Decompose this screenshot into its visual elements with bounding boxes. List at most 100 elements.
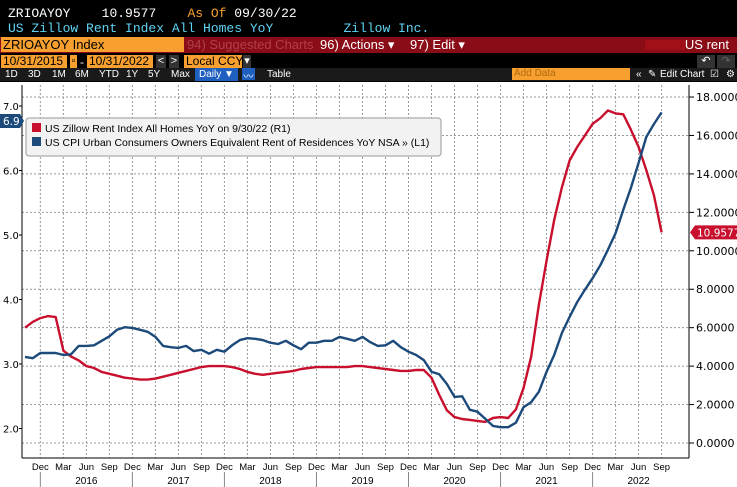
pencil-icon: ✎ <box>648 69 657 80</box>
right-tick-label: 6.0000 <box>696 322 735 335</box>
x-tick-label: Dec <box>584 462 601 473</box>
series-line-2 <box>24 111 663 429</box>
x-tick-label: Mar <box>607 462 623 473</box>
edit-menu[interactable]: 97) Edit ▾ <box>410 37 465 52</box>
year-label: 2019 <box>351 476 374 487</box>
description: US Zillow Rent Index All Homes YoY <box>8 21 274 36</box>
series-line-1 <box>24 109 663 424</box>
x-tick-label: Sep <box>469 462 486 473</box>
period-3d[interactable]: 3D <box>28 69 41 80</box>
command-bar: ZRIOAYOY Index 94) Suggested Charts 96) … <box>0 37 737 53</box>
x-tick-label: Sep <box>101 462 118 473</box>
edit-chart-button[interactable]: Edit Chart <box>660 69 705 80</box>
ticker: ZRIOAYOY <box>8 6 71 21</box>
actions-menu[interactable]: 96) Actions ▾ <box>320 37 395 52</box>
year-label: 2016 <box>75 476 98 487</box>
x-tick-label: Sep <box>653 462 670 473</box>
right-tick-label: 0.0000 <box>696 437 735 450</box>
x-tick-label: Jun <box>355 462 370 473</box>
frequency-select[interactable]: Daily ▼ <box>195 68 238 81</box>
right-tick-label: 2.0000 <box>696 399 735 412</box>
x-tick-label: Sep <box>285 462 302 473</box>
period-5y[interactable]: 5Y <box>148 69 161 80</box>
period-1y[interactable]: 1Y <box>126 69 139 80</box>
x-tick-label: Mar <box>239 462 255 473</box>
right-tick-label: 12.0000 <box>696 206 737 219</box>
year-label: 2018 <box>259 476 282 487</box>
table-button[interactable]: Table <box>267 69 291 80</box>
calendar-icon[interactable]: ▫ <box>70 55 77 68</box>
right-tick-label: 16.0000 <box>696 129 737 142</box>
x-tick-label: Dec <box>492 462 509 473</box>
right-tick-label: 8.0000 <box>696 283 735 296</box>
start-date-input[interactable]: 10/31/2015 <box>1 55 67 68</box>
x-tick-label: Dec <box>400 462 417 473</box>
x-tick-label: Jun <box>263 462 278 473</box>
left-tick-label: 2.0 <box>3 425 19 436</box>
next-icon[interactable]: > <box>169 55 179 68</box>
left-tick-label: 6.0 <box>3 167 19 178</box>
as-of-date: 09/30/22 <box>234 6 297 21</box>
line-chart-icon[interactable]: 〰 <box>242 68 255 83</box>
x-tick-label: Jun <box>631 462 646 473</box>
legend-swatch <box>32 123 41 132</box>
range-dash: - <box>80 55 84 69</box>
suggested-charts-button[interactable]: 94) Suggested Charts <box>187 37 314 52</box>
period-row: 1D 3D 1M 6M YTD 1Y 5Y Max Daily ▼ 〰 Tabl… <box>0 68 737 83</box>
legend-label: US Zillow Rent Index All Homes YoY on 9/… <box>45 123 291 135</box>
security-input[interactable]: ZRIOAYOY Index <box>1 37 184 52</box>
collapse-icon[interactable]: « <box>636 69 642 80</box>
x-tick-label: Sep <box>561 462 578 473</box>
x-tick-label: Mar <box>331 462 347 473</box>
last-value-tag-right <box>690 225 737 240</box>
period-ytd[interactable]: YTD <box>99 69 119 80</box>
x-tick-label: Jun <box>539 462 554 473</box>
x-tick-label: Dec <box>308 462 325 473</box>
right-tick-label: 18.0000 <box>696 91 737 104</box>
period-1d[interactable]: 1D <box>5 69 18 80</box>
x-tick-label: Jun <box>171 462 186 473</box>
left-tick-label: 5.0 <box>3 231 19 242</box>
add-data-input[interactable]: Add Data <box>512 68 630 80</box>
currency-select[interactable]: Local CCY <box>184 54 244 68</box>
x-tick-label: Dec <box>216 462 233 473</box>
x-tick-label: Sep <box>193 462 210 473</box>
x-tick-label: Mar <box>515 462 531 473</box>
period-6m[interactable]: 6M <box>75 69 89 80</box>
prev-icon[interactable]: < <box>156 55 166 68</box>
left-tick-label: 7.0 <box>3 102 19 113</box>
description-line: US Zillow Rent Index All Homes YoY Zillo… <box>8 21 429 36</box>
last-value-tag-left <box>0 114 24 128</box>
chart: 18.0000 16.0000 14.0000 12.0000 10.0000 8.000… <box>0 82 737 487</box>
last-value-label-left: 6.9 <box>3 116 20 128</box>
end-date-input[interactable]: 10/31/2022 <box>87 55 153 68</box>
left-tick-label: 3.0 <box>3 360 19 371</box>
undo-icon[interactable]: ↶ <box>697 55 715 68</box>
period-1m[interactable]: 1M <box>52 69 66 80</box>
legend-label: US CPI Urban Consumers Owners Equivalent… <box>45 137 429 149</box>
left-tick-label: 4.0 <box>3 296 19 307</box>
color-swatch <box>645 40 685 50</box>
year-label: 2022 <box>627 476 650 487</box>
x-tick-label: Sep <box>377 462 394 473</box>
x-tick-label: Mar <box>55 462 71 473</box>
chevron-down-icon[interactable]: ▾ <box>243 55 251 68</box>
right-tick-label: 10.0000 <box>696 245 737 258</box>
last-value-label-right: 10.9577 <box>697 227 737 239</box>
x-tick-label: Dec <box>32 462 49 473</box>
range-row: 10/31/2015 ▫ - 10/31/2022 < > Local CCY … <box>0 55 737 69</box>
redo-icon[interactable]: ↷ <box>717 55 735 68</box>
checkbox-icon[interactable]: ☑ <box>710 69 719 80</box>
legend-box <box>25 117 442 157</box>
x-tick-label: Jun <box>79 462 94 473</box>
x-tick-label: Mar <box>423 462 439 473</box>
period-max[interactable]: Max <box>171 69 190 80</box>
year-label: 2021 <box>535 476 558 487</box>
title-line: ZRIOAYOY 10.9577 As Of 09/30/22 <box>8 6 297 21</box>
source: Zillow Inc. <box>343 21 430 36</box>
right-tick-label: 4.0000 <box>696 360 735 373</box>
x-tick-label: Dec <box>124 462 141 473</box>
gear-icon[interactable]: ⚙ <box>726 69 735 80</box>
legend-swatch <box>32 137 41 146</box>
year-label: 2020 <box>443 476 466 487</box>
